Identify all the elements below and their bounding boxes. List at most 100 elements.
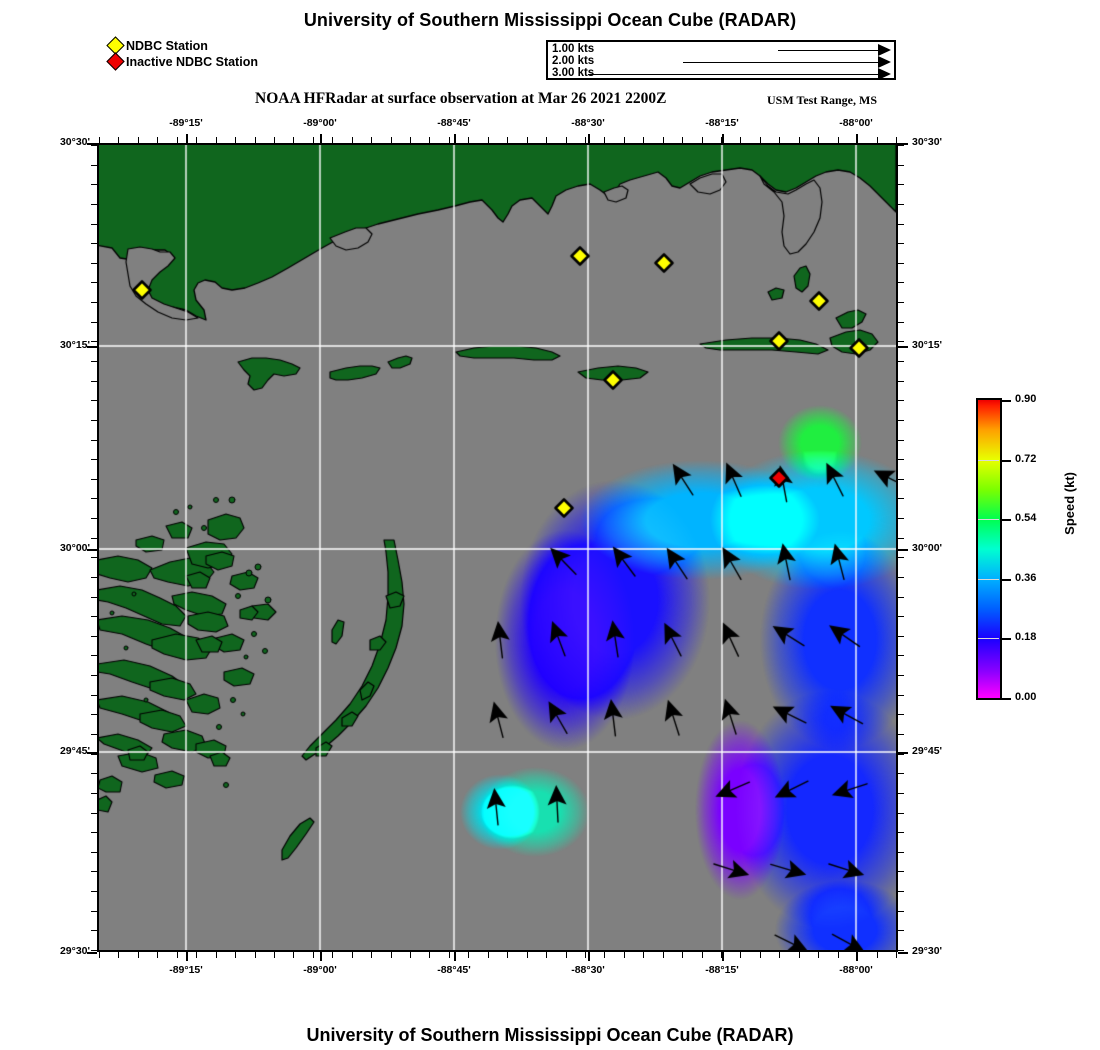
axis-tick-x: [721, 952, 723, 958]
axis-tick-x: [682, 137, 684, 143]
colorbar-gridline: [978, 638, 999, 640]
axis-tick-x: [526, 137, 528, 143]
radar-vector-field-canvas[interactable]: [99, 145, 896, 950]
axis-tick-y: [898, 223, 904, 225]
axis-label-y: 30°00': [912, 542, 943, 554]
axis-tick-y: [91, 616, 97, 618]
axis-tick-x: [371, 137, 373, 143]
axis-tick-x: [273, 137, 275, 143]
axis-tick-x: [371, 952, 373, 958]
axis-tick-x: [701, 952, 703, 958]
axis-tick-y: [91, 380, 97, 382]
colorbar-tick-label: 0.00: [1015, 691, 1037, 703]
axis-label-y: 29°30': [912, 945, 943, 957]
axis-tick-y: [91, 360, 97, 362]
axis-tick-y: [91, 282, 97, 284]
axis-tick-y: [898, 851, 904, 853]
diamond-marker-icon: [106, 52, 125, 71]
axis-tick-x: [721, 137, 723, 143]
axis-major-tick-x: [856, 952, 858, 961]
axis-tick-y: [91, 302, 97, 304]
axis-tick-y: [898, 930, 904, 932]
axis-label-x: -88°15': [705, 964, 739, 976]
axis-tick-x: [546, 952, 548, 958]
axis-major-tick-x: [856, 134, 858, 143]
axis-tick-y: [91, 675, 97, 677]
axis-label-x: -89°00': [303, 117, 337, 129]
axis-tick-y: [898, 321, 904, 323]
axis-major-tick-x: [186, 134, 188, 143]
axis-tick-x: [235, 137, 237, 143]
axis-tick-x: [740, 137, 742, 143]
axis-tick-y: [898, 459, 904, 461]
arrow-head-icon: [878, 68, 891, 80]
axis-tick-y: [898, 360, 904, 362]
vector-scale-label-1: 1.00 kts: [552, 43, 595, 55]
axis-tick-y: [898, 164, 904, 166]
axis-tick-y: [91, 694, 97, 696]
axis-tick-y: [898, 145, 904, 146]
axis-label-y: 30°15': [59, 339, 90, 351]
axis-label-x: -88°30': [571, 117, 605, 129]
axis-tick-x: [857, 137, 859, 143]
colorbar-tick: [1002, 400, 1011, 402]
axis-tick-y: [91, 184, 97, 186]
axis-tick-y: [898, 891, 904, 893]
axis-tick-x: [546, 137, 548, 143]
axis-tick-x: [662, 952, 664, 958]
axis-tick-x: [876, 952, 878, 958]
axis-tick-x: [798, 952, 800, 958]
axis-tick-y: [898, 675, 904, 677]
axis-label-x: -88°00': [839, 117, 873, 129]
axis-tick-x: [584, 952, 586, 958]
colorbar-tick-label: 0.18: [1015, 631, 1037, 644]
axis-tick-x: [507, 952, 509, 958]
axis-tick-y: [91, 753, 97, 755]
arrow-head-icon: [878, 56, 891, 68]
axis-tick-y: [91, 321, 97, 323]
map-plot-area[interactable]: [97, 143, 898, 952]
axis-tick-x: [468, 952, 470, 958]
axis-tick-x: [99, 137, 100, 143]
axis-tick-x: [332, 137, 334, 143]
axis-major-tick-y: [87, 346, 97, 348]
colorbar-tick: [1002, 578, 1011, 581]
axis-tick-y: [898, 380, 904, 382]
axis-tick-y: [898, 812, 904, 814]
axis-tick-x: [507, 137, 509, 143]
axis-tick-x: [526, 952, 528, 958]
site-label: USM Test Range, MS: [767, 93, 878, 107]
axis-label-x: -89°15': [169, 117, 203, 129]
colorbar-tick: [1002, 459, 1011, 462]
axis-tick-y: [91, 655, 97, 657]
axis-tick-x: [351, 952, 353, 958]
axis-tick-y: [898, 734, 904, 736]
axis-label-x: -88°15': [705, 117, 739, 129]
axis-tick-x: [176, 137, 178, 143]
axis-label-y: 30°30': [912, 136, 943, 148]
axis-tick-y: [91, 792, 97, 794]
axis-tick-x: [448, 952, 450, 958]
axis-tick-x: [351, 137, 353, 143]
axis-tick-x: [429, 137, 431, 143]
axis-tick-x: [779, 137, 781, 143]
axis-tick-x: [235, 952, 237, 958]
axis-tick-x: [390, 952, 392, 958]
axis-tick-y: [91, 576, 97, 578]
axis-tick-y: [91, 596, 97, 598]
axis-tick-y: [91, 950, 97, 951]
axis-tick-x: [623, 137, 625, 143]
axis-tick-y: [898, 910, 904, 912]
axis-tick-x: [896, 137, 897, 143]
axis-major-tick-x: [722, 134, 724, 143]
axis-tick-y: [898, 753, 904, 755]
colorbar-tick-label: 0.90: [1015, 393, 1037, 405]
axis-tick-y: [91, 478, 97, 480]
axis-tick-x: [798, 137, 800, 143]
axis-tick-y: [91, 812, 97, 814]
axis-tick-x: [837, 952, 839, 958]
axis-tick-x: [740, 952, 742, 958]
axis-tick-y: [91, 714, 97, 716]
page-title: University of Southern Mississippi Ocean…: [303, 10, 797, 30]
axis-tick-y: [91, 930, 97, 932]
